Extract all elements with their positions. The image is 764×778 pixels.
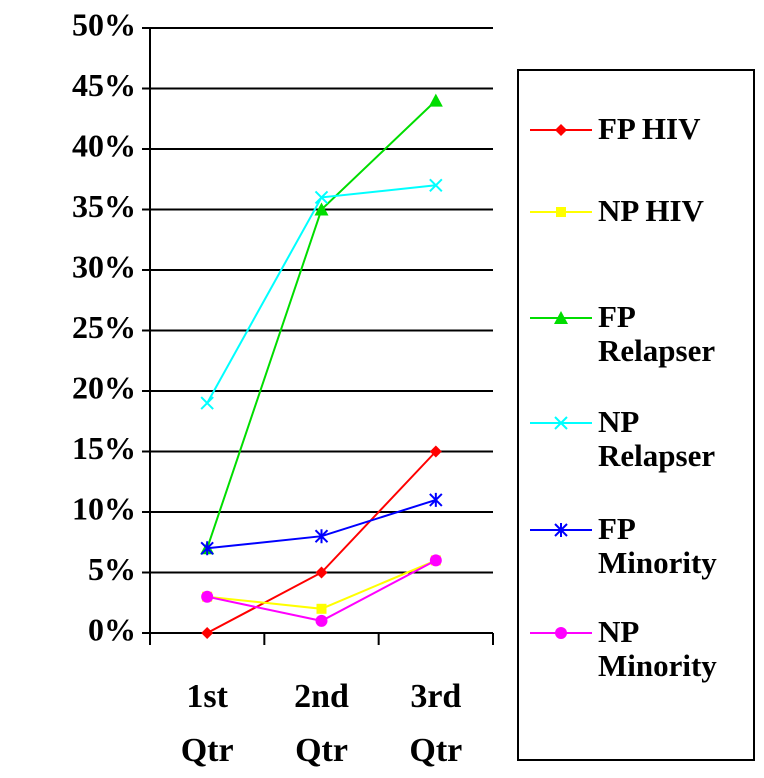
- marker: [201, 627, 214, 639]
- marker: [314, 190, 329, 205]
- marker: [429, 178, 443, 193]
- marker: [200, 396, 214, 410]
- marker: [428, 93, 443, 107]
- legend-box: [517, 69, 755, 761]
- marker: [201, 590, 214, 603]
- y-tick-label: 45%: [72, 67, 136, 103]
- legend-label: NP Minority: [598, 614, 717, 683]
- marker: [429, 445, 442, 458]
- marker: [200, 541, 214, 556]
- legend-label: NP Relapser: [598, 404, 716, 473]
- y-tick-label: 50%: [72, 6, 136, 42]
- y-tick-label: 5%: [88, 551, 136, 587]
- marker: [556, 207, 566, 217]
- y-tick-label: 0%: [88, 611, 136, 647]
- y-tick-label: 30%: [72, 248, 136, 284]
- y-tick-label: 10%: [72, 490, 136, 526]
- marker: [554, 416, 568, 430]
- marker: [314, 202, 329, 216]
- legend-label: FP HIV: [598, 111, 701, 146]
- series-line: [206, 184, 436, 404]
- marker: [554, 523, 568, 537]
- x-tick-label: 2nd Qtr: [294, 678, 349, 769]
- y-tick-label: 35%: [72, 188, 136, 224]
- marker: [555, 124, 567, 136]
- legend-label: NP HIV: [598, 193, 704, 228]
- legend-label: FP Relapser: [598, 299, 716, 368]
- marker: [315, 566, 328, 579]
- marker: [429, 492, 443, 507]
- marker: [554, 311, 568, 324]
- y-tick-label: 15%: [72, 430, 136, 466]
- x-tick-label: 3rd Qtr: [409, 678, 463, 769]
- marker: [555, 627, 567, 639]
- x-tick-label: 1st Qtr: [180, 678, 234, 769]
- legend-label: FP Minority: [598, 511, 717, 580]
- series-line: [206, 99, 437, 549]
- y-tick-label: 20%: [72, 369, 136, 405]
- y-tick-label: 40%: [72, 127, 136, 163]
- marker: [315, 614, 328, 627]
- marker: [314, 529, 329, 544]
- marker: [316, 603, 327, 614]
- y-tick-label: 25%: [72, 309, 136, 345]
- marker: [429, 554, 442, 567]
